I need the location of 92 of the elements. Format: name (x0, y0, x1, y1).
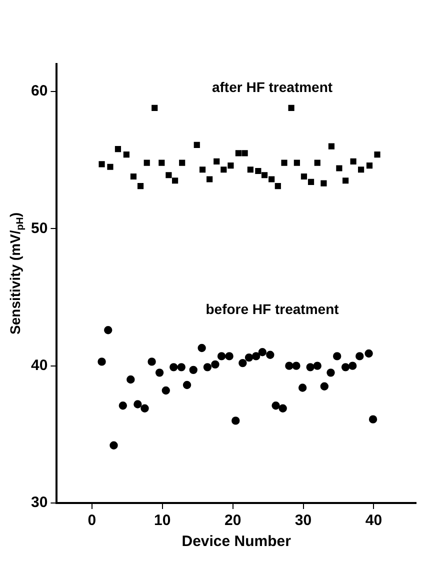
point (98, 358, 106, 366)
point (166, 172, 172, 178)
point (144, 160, 150, 166)
point (179, 160, 186, 166)
point (206, 176, 213, 182)
point (98, 161, 105, 168)
point (114, 146, 122, 152)
point (140, 404, 149, 412)
point (314, 160, 320, 166)
point (199, 166, 206, 173)
x-tick-label: 40 (365, 512, 382, 530)
point (238, 358, 247, 368)
point (288, 104, 294, 111)
point (292, 362, 300, 370)
point (177, 363, 186, 372)
point (198, 344, 206, 352)
point (356, 352, 364, 360)
point (220, 166, 227, 173)
x-tick-label: 20 (224, 512, 242, 530)
point (278, 404, 287, 412)
point (358, 166, 364, 173)
point (247, 166, 254, 173)
point (228, 162, 234, 169)
point (148, 358, 156, 366)
point (258, 348, 267, 356)
point (348, 362, 357, 370)
point (203, 363, 212, 372)
point (232, 416, 240, 425)
point (172, 178, 178, 184)
point (123, 152, 130, 158)
x-tick-label: 10 (154, 512, 171, 530)
point (155, 368, 164, 377)
point (158, 160, 165, 166)
point (130, 173, 137, 180)
y-tick-label: 50 (30, 220, 48, 237)
point (194, 142, 200, 148)
point (182, 380, 192, 390)
point (252, 352, 260, 360)
point (320, 180, 327, 186)
point (104, 326, 112, 334)
point (107, 164, 114, 170)
point (214, 158, 220, 164)
point (268, 176, 275, 182)
point (308, 178, 314, 186)
point (211, 360, 220, 369)
series-label: before HF treatment (206, 301, 340, 318)
point (281, 160, 288, 166)
point (110, 441, 118, 450)
point (242, 150, 248, 156)
point (341, 363, 350, 372)
point (244, 353, 254, 362)
point (306, 363, 314, 372)
point (255, 168, 262, 174)
x-axis-title: Device Number (182, 533, 292, 550)
point (170, 363, 178, 372)
point (285, 362, 294, 370)
x-tick-label: 0 (88, 512, 96, 530)
point (313, 362, 322, 370)
point (326, 368, 335, 377)
point (294, 160, 300, 166)
y-tick-label: 60 (30, 82, 48, 100)
point (328, 143, 334, 150)
point (225, 352, 234, 360)
point (300, 173, 308, 180)
point (235, 150, 242, 156)
point (366, 162, 373, 169)
point (118, 401, 128, 410)
point (137, 183, 144, 190)
point (320, 382, 329, 390)
point (364, 349, 373, 358)
point (298, 384, 307, 392)
point (272, 401, 280, 410)
x-tick-label: 30 (294, 512, 312, 530)
y-tick-label: 30 (30, 494, 48, 512)
point (266, 350, 274, 359)
point (274, 183, 281, 190)
point (332, 352, 342, 360)
point (126, 375, 135, 384)
point (217, 352, 226, 360)
point (342, 178, 349, 184)
point (162, 386, 170, 395)
point (152, 104, 158, 111)
point (350, 158, 356, 164)
point (261, 172, 268, 178)
point (189, 366, 198, 374)
point (134, 400, 142, 408)
y-tick-label: 40 (30, 356, 48, 374)
point (374, 152, 380, 158)
point (368, 415, 378, 424)
y-axis-title: Sensitivity (mV/pH) (6, 212, 26, 334)
series-label: after HF treatment (212, 78, 333, 95)
point (336, 165, 342, 172)
